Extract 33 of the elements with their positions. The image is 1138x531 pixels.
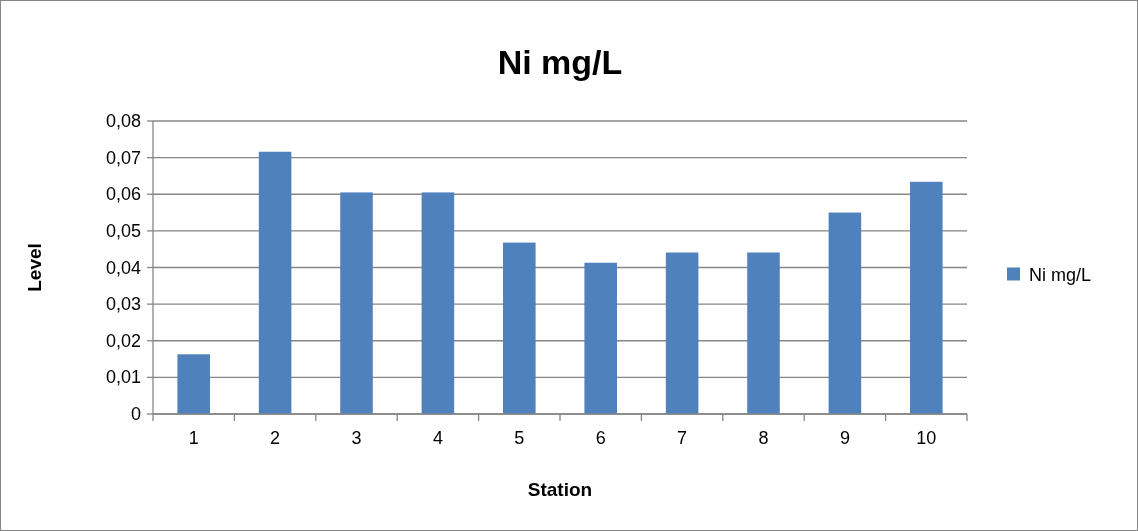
y-tick-label: 0: [130, 404, 141, 424]
chart-title: Ni mg/L: [497, 43, 623, 81]
x-tick-label: 6: [595, 428, 606, 448]
y-axis-title: Level: [23, 243, 45, 292]
bar: [503, 242, 536, 414]
y-tick-label: 0,02: [105, 330, 141, 351]
y-tick-label: 0,07: [105, 147, 141, 168]
x-tick-label: 7: [677, 428, 688, 448]
y-tick-label: 0,03: [105, 294, 141, 315]
x-tick-label: 1: [188, 428, 199, 448]
y-tick-label: 0,08: [105, 111, 141, 131]
bar: [665, 252, 699, 414]
x-tick-label: 3: [351, 428, 362, 448]
y-tick-label: 0,04: [105, 257, 141, 278]
legend-label: Ni mg/L: [1029, 264, 1092, 285]
bar: [258, 151, 292, 414]
x-tick-label: 9: [839, 428, 850, 448]
x-axis-title: Station: [527, 478, 593, 500]
x-tick-label: 2: [270, 428, 281, 448]
y-tick-label: 0,01: [105, 367, 141, 388]
bar: [177, 354, 210, 414]
bar: [910, 181, 943, 414]
y-tick-label: 0,05: [105, 220, 141, 241]
x-tick-label: 8: [758, 428, 769, 448]
bar: [421, 192, 455, 414]
bar: [747, 252, 780, 414]
x-tick-label: 4: [432, 428, 443, 448]
bar: [340, 192, 373, 414]
x-tick-label: 10: [916, 428, 937, 448]
bar: [828, 212, 862, 414]
y-tick-label: 0,06: [105, 184, 141, 205]
bar: [584, 262, 617, 414]
x-tick-label: 5: [514, 428, 525, 448]
